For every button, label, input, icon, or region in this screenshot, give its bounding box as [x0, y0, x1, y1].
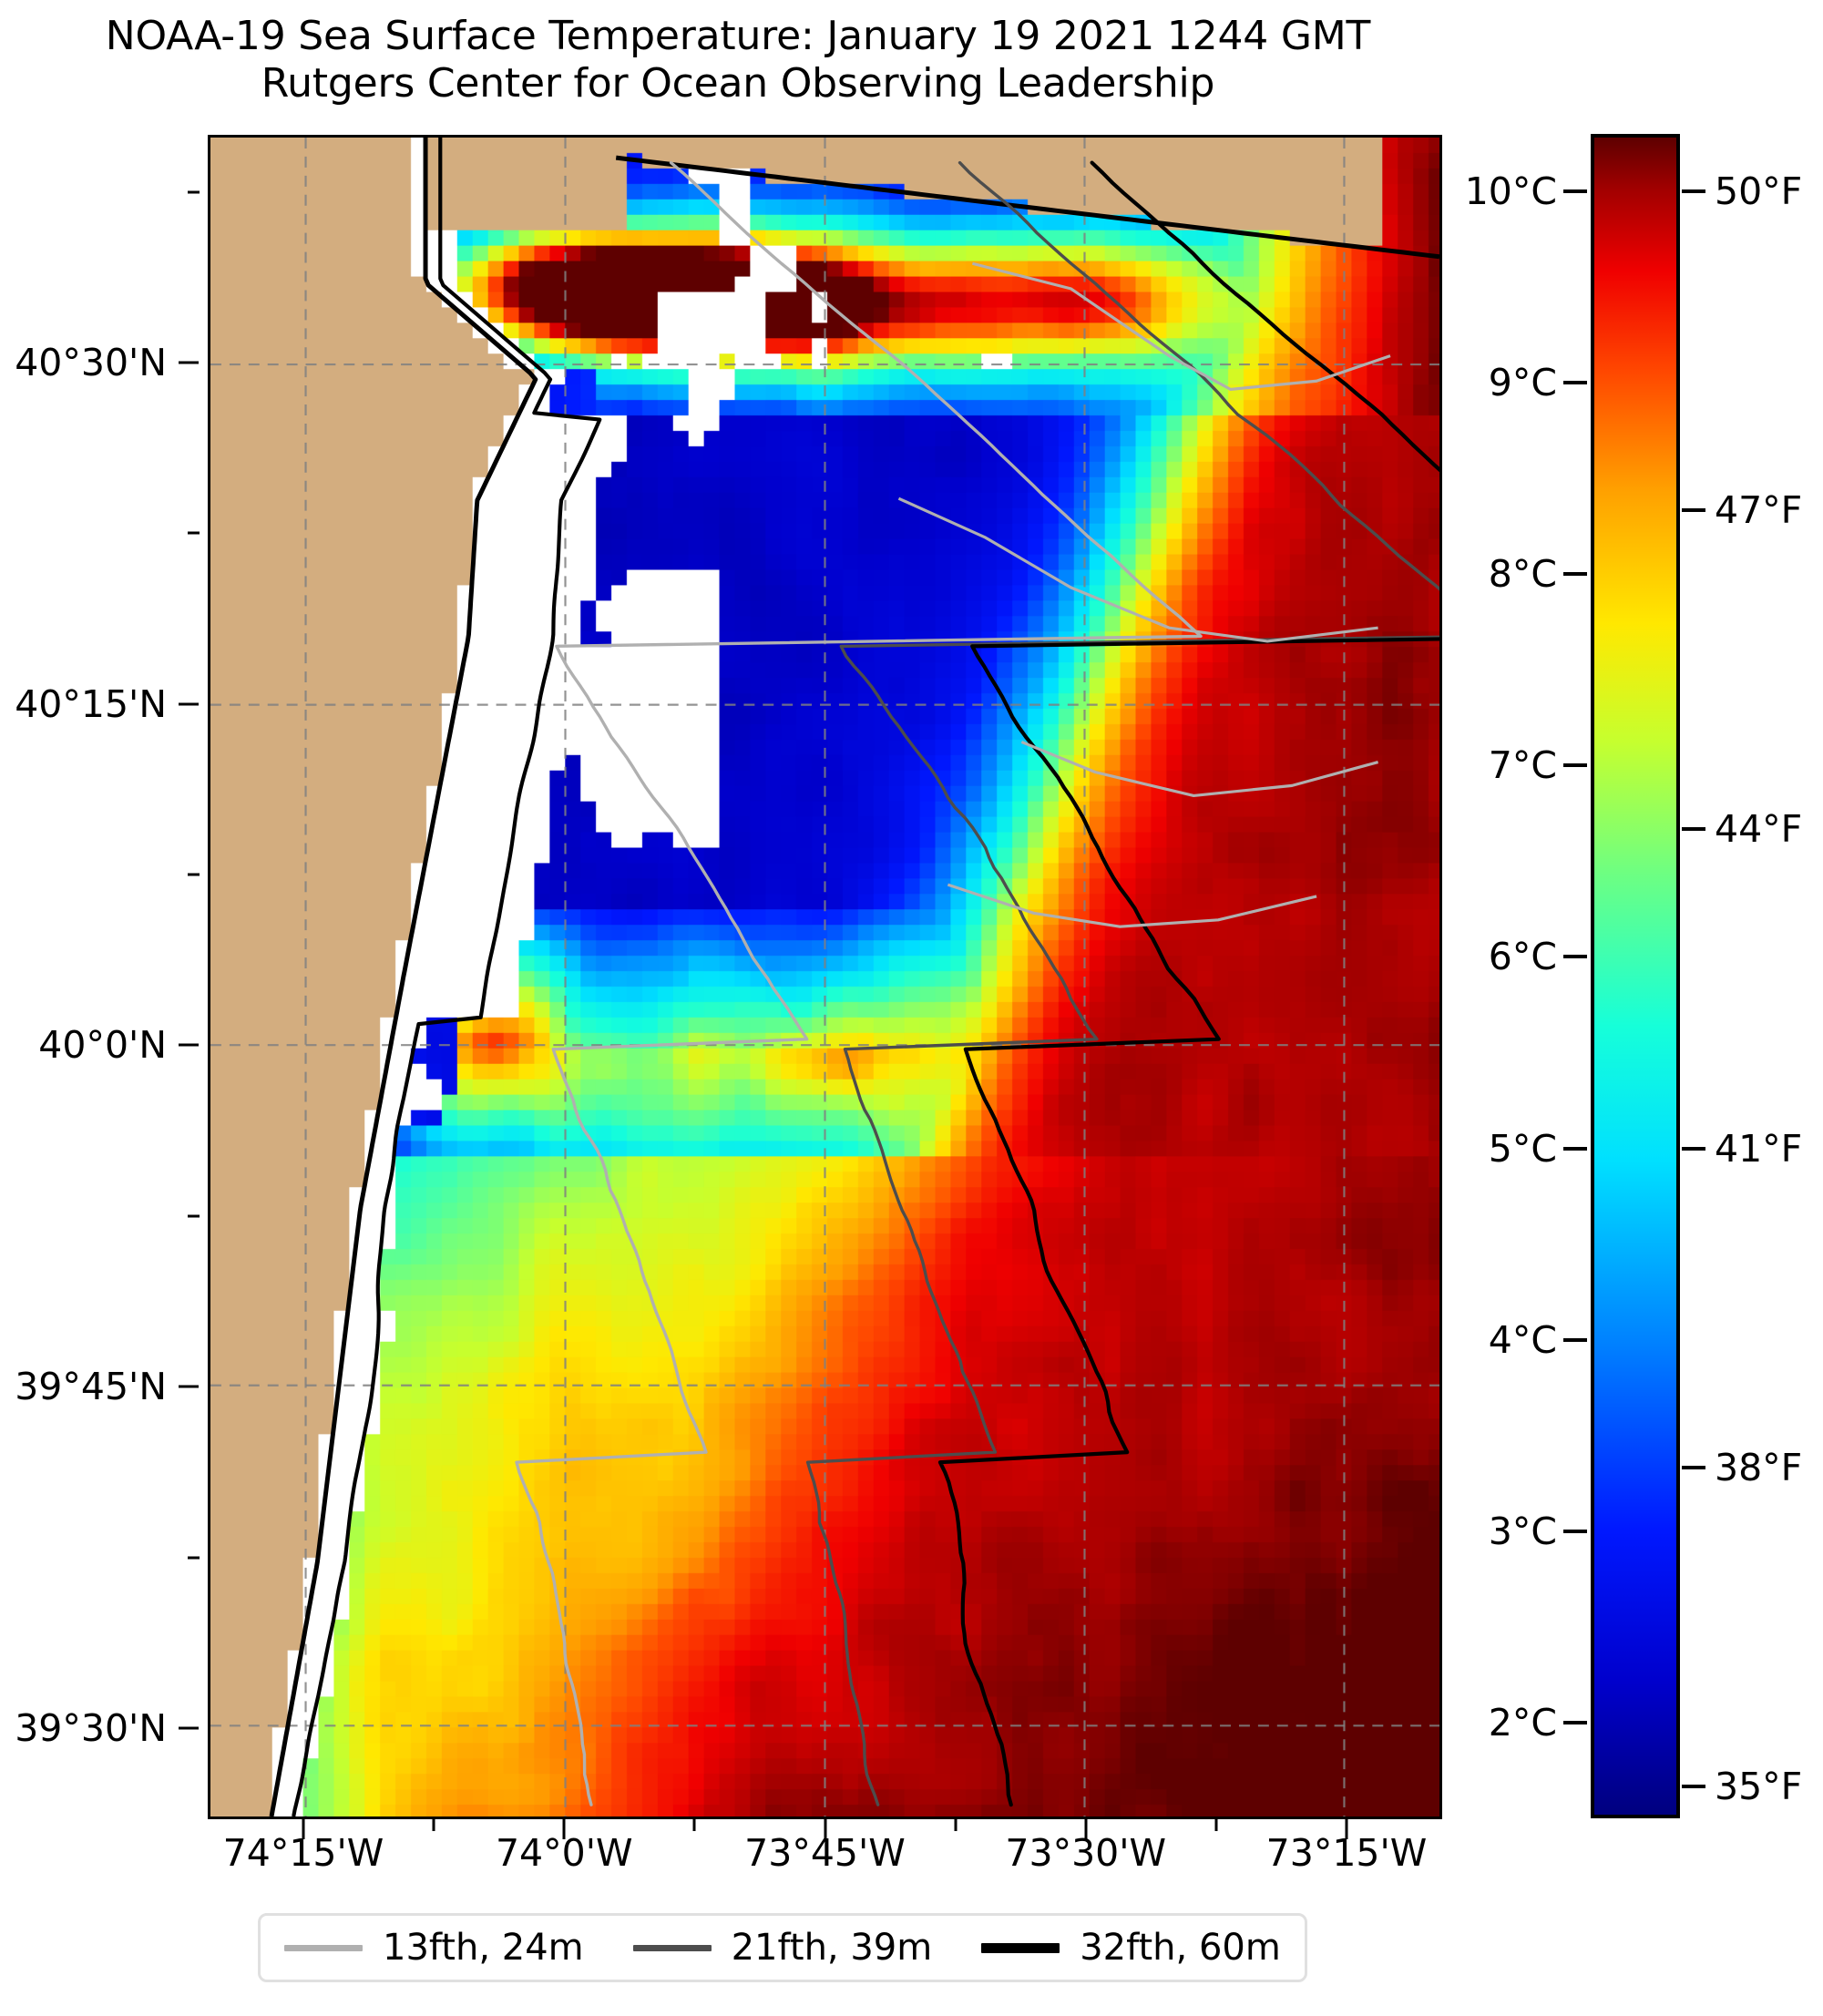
colorbar-label-f-1: 47°F: [1715, 488, 1803, 533]
x-tick-minor-1: [432, 1819, 435, 1831]
isobath-legend: 13fth, 24m 21fth, 39m 32fth, 60m: [258, 1913, 1307, 1982]
y-tick-label-1: 40°15'N: [15, 681, 167, 726]
y-tick-minor-2: [188, 873, 200, 876]
y-tick-major-4: [179, 1726, 199, 1730]
isobath-segment-ne-3: [1020, 740, 1379, 798]
x-tick-label-4: 73°15'W: [1265, 1831, 1428, 1875]
y-tick-major-3: [179, 1385, 199, 1388]
colorbar-label-c-8: 2°C: [1488, 1700, 1557, 1745]
colorbar-tick-f-2: [1682, 827, 1705, 832]
colorbar-tick-c-1: [1563, 381, 1587, 385]
y-tick-label-2: 40°0'N: [38, 1023, 167, 1068]
x-tick-label-2: 73°45'W: [744, 1831, 906, 1875]
legend-item-0[interactable]: 13fth, 24m: [284, 1927, 584, 1969]
colorbar-label-c-1: 9°C: [1488, 361, 1557, 405]
isobath-segment-ne-1: [971, 261, 1391, 391]
colorbar-tick-f-1: [1682, 508, 1705, 513]
y-tick-minor-3: [188, 1214, 200, 1218]
colorbar-tick-f-5: [1682, 1784, 1705, 1788]
colorbar-tick-f-0: [1682, 189, 1705, 194]
legend-item-2[interactable]: 32fth, 60m: [981, 1927, 1281, 1969]
coastline-long-island: [615, 155, 1439, 260]
x-tick-minor-4: [1214, 1819, 1218, 1831]
colorbar-label-f-2: 44°F: [1715, 807, 1803, 852]
colorbar-label-f-5: 35°F: [1715, 1764, 1803, 1808]
colorbar-tick-f-4: [1682, 1465, 1705, 1469]
x-tick-major-1: [562, 1819, 566, 1839]
coastline-barrier-islands: [292, 138, 602, 1816]
colorbar-label-f-3: 41°F: [1715, 1126, 1803, 1171]
colorbar-tick-c-0: [1563, 189, 1587, 194]
x-tick-minor-2: [692, 1819, 696, 1831]
isobath-13-fathom-24m: [515, 160, 1203, 1806]
x-tick-label-1: 74°0'W: [495, 1831, 633, 1875]
legend-line-21fth: [632, 1944, 712, 1951]
colorbar-label-c-0: 10°C: [1464, 169, 1557, 214]
legend-label-21fth: 21fth, 39m: [731, 1927, 933, 1969]
colorbar-label-f-4: 38°F: [1715, 1445, 1803, 1489]
page-title: NOAA-19 Sea Surface Temperature: January…: [0, 13, 1476, 107]
colorbar-label-c-6: 4°C: [1488, 1317, 1557, 1362]
colorbar-label-c-7: 3°C: [1488, 1509, 1557, 1553]
x-tick-label-0: 74°15'W: [222, 1831, 384, 1875]
colorbar-label-c-4: 6°C: [1488, 935, 1557, 979]
colorbar-label-c-5: 5°C: [1488, 1126, 1557, 1171]
colorbar-tick-f-3: [1682, 1146, 1705, 1151]
x-tick-major-0: [302, 1819, 305, 1839]
coastline-new-jersey: [269, 138, 538, 1816]
isobath-segment-ne-2: [897, 496, 1378, 643]
title-line-1: NOAA-19 Sea Surface Temperature: January…: [105, 13, 1371, 59]
x-tick-label-3: 73°30'W: [1005, 1831, 1167, 1875]
legend-line-32fth: [981, 1942, 1060, 1953]
legend-item-1[interactable]: 21fth, 39m: [632, 1927, 933, 1969]
colorbar-tick-c-7: [1563, 1529, 1587, 1533]
temperature-colorbar: [1591, 134, 1680, 1818]
y-tick-label-3: 39°45'N: [15, 1365, 167, 1409]
y-tick-major-1: [179, 702, 199, 706]
x-tick-minor-3: [954, 1819, 958, 1831]
legend-label-32fth: 32fth, 60m: [1080, 1927, 1281, 1969]
isobath-segment-ne-4: [947, 883, 1317, 928]
isobath-32-fathom-60m: [937, 160, 1439, 1807]
colorbar-label-c-3: 7°C: [1488, 743, 1557, 788]
geography-overlay: [210, 138, 1439, 1816]
x-tick-major-4: [1345, 1819, 1348, 1839]
colorbar-tick-c-8: [1563, 1720, 1587, 1724]
legend-label-13fth: 13fth, 24m: [383, 1927, 584, 1969]
colorbar-tick-c-6: [1563, 1337, 1587, 1342]
y-tick-minor-0: [188, 190, 200, 193]
colorbar-tick-c-3: [1563, 763, 1587, 768]
legend-line-13fth: [284, 1944, 363, 1951]
y-tick-major-0: [179, 361, 199, 364]
title-line-2: Rutgers Center for Ocean Observing Leade…: [261, 59, 1215, 107]
colorbar-tick-c-4: [1563, 955, 1587, 959]
colorbar-gradient: [1594, 138, 1676, 1815]
y-tick-label-4: 39°30'N: [15, 1706, 167, 1750]
colorbar-tick-c-5: [1563, 1146, 1587, 1151]
y-tick-minor-1: [188, 531, 200, 535]
colorbar-label-f-0: 50°F: [1715, 169, 1803, 214]
y-tick-major-2: [179, 1043, 199, 1047]
colorbar-label-c-2: 8°C: [1488, 552, 1557, 597]
x-tick-major-2: [824, 1819, 826, 1839]
isobath-21-fathom-39m: [805, 160, 1439, 1806]
y-tick-label-0: 40°30'N: [15, 340, 167, 384]
colorbar-tick-c-2: [1563, 572, 1587, 577]
y-tick-minor-4: [188, 1556, 200, 1560]
x-tick-major-3: [1084, 1819, 1088, 1839]
sst-map-plot[interactable]: [208, 135, 1442, 1819]
